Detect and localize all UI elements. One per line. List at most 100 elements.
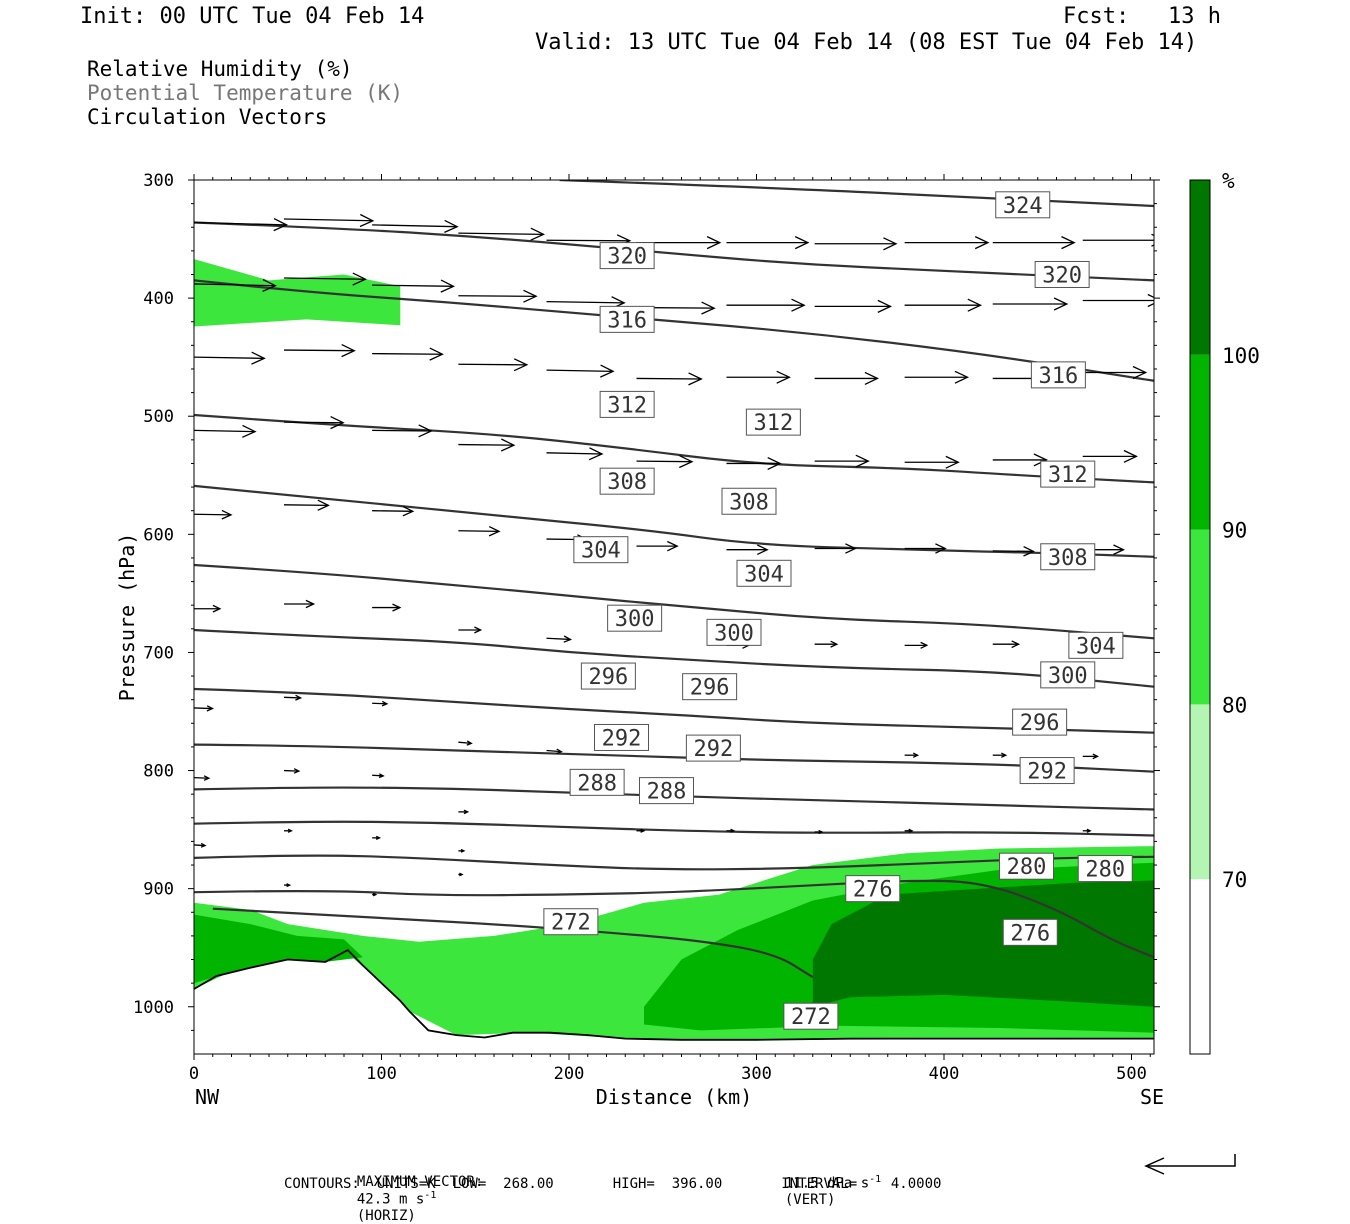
y-tick-label-800: 800: [143, 762, 174, 782]
y-tick-label-700: 700: [143, 643, 174, 663]
circulation-vector-8: [904, 236, 990, 250]
colorbar-label-90: 90: [1222, 519, 1247, 543]
y-tick-label-500: 500: [143, 407, 174, 427]
circulation-vector-51: [814, 543, 857, 554]
circulation-vector-10: [1082, 233, 1154, 247]
max-vector-horiz-unit: (HORIZ): [356, 1207, 416, 1224]
colorbar-segment-4: [1190, 180, 1210, 355]
circulation-vector-61: [814, 640, 839, 648]
theta-label-308-8: 308: [599, 467, 655, 495]
circulation-vector-2: [372, 219, 459, 233]
circulation-vector-69: [546, 748, 563, 755]
circulation-vector-58: [458, 626, 483, 634]
circulation-vector-59: [546, 635, 573, 643]
circulation-vector-21: [1082, 293, 1154, 308]
circulation-vector-37: [546, 447, 604, 461]
circulation-vector-27: [636, 372, 703, 386]
circulation-vector-43: [1082, 449, 1138, 463]
circulation-vector-88: [372, 892, 378, 897]
theta-label-304-13: 304: [1068, 631, 1124, 659]
theta-label-324-0: 324: [995, 191, 1051, 219]
plot-frame: [193, 179, 1155, 1055]
theta-label-316-4: 316: [1030, 361, 1086, 389]
circulation-vector-47: [458, 526, 501, 537]
circulation-vector-68: [458, 740, 473, 746]
circulation-vector-83: [726, 828, 736, 833]
circulation-vector-87: [284, 883, 292, 888]
theta-label-320-2: 320: [1034, 260, 1090, 288]
circulation-vector-80: [372, 835, 382, 840]
circulation-vector-3: [458, 227, 546, 241]
footer-contours: CONTOURS: UNITS=K LOW= 268.00 HIGH= 396.…: [284, 1176, 942, 1192]
circulation-vector-6: [726, 236, 810, 250]
circulation-vector-76: [372, 773, 385, 779]
svg-text:320: 320: [607, 245, 647, 270]
circulation-vector-52: [904, 543, 947, 554]
svg-text:324: 324: [1003, 194, 1043, 219]
init-time: Init: 00 UTC Tue 04 Feb 14: [80, 4, 425, 29]
circulation-vector-57: [372, 603, 402, 612]
circulation-vector-82: [636, 828, 646, 833]
circulation-vector-50: [726, 544, 769, 555]
y-tick-label-600: 600: [143, 525, 174, 545]
theta-contour-324: [559, 180, 1154, 208]
circulation-vector-75: [283, 768, 301, 774]
max-vector-vert: 11.5 dPa s: [784, 1175, 870, 1192]
x-axis-label: Distance (km): [596, 1085, 753, 1109]
colorbar-label-80: 80: [1222, 693, 1247, 717]
circulation-vector-26: [546, 364, 615, 378]
x-tick-label-500: 500: [1116, 1064, 1147, 1084]
svg-text:312: 312: [607, 393, 647, 418]
colorbar-frame: [1189, 179, 1211, 1055]
circulation-vector-36: [458, 438, 516, 452]
y-tick-label-300: 300: [143, 171, 174, 191]
circulation-vector-55: [194, 604, 222, 613]
svg-text:308: 308: [1048, 546, 1088, 571]
circulation-vector-72: [992, 752, 1008, 758]
svg-text:296: 296: [589, 665, 629, 690]
circulation-vector-53: [992, 546, 1036, 557]
circulation-vector-28: [726, 370, 791, 384]
x-tick-label-300: 300: [741, 1064, 772, 1084]
circulation-vector-22: [194, 351, 266, 365]
theta-contour-320: [194, 221, 1154, 282]
circulation-vector-65: [194, 705, 215, 712]
theta-label-308-10: 308: [1040, 543, 1096, 571]
svg-text:304: 304: [581, 539, 621, 564]
theta-label-312-6: 312: [745, 408, 801, 436]
svg-text:292: 292: [1027, 760, 1067, 785]
svg-text:276: 276: [1010, 921, 1050, 946]
forecast-hour: 13 h: [1168, 4, 1221, 29]
theta-label-292-22: 292: [1019, 757, 1075, 785]
circulation-vector-49: [636, 540, 679, 552]
theta-label-300-15: 300: [706, 618, 762, 646]
svg-text:296: 296: [690, 676, 730, 701]
legend-relative-humidity: Relative Humidity (%): [87, 57, 353, 81]
x-tick-label-400: 400: [929, 1064, 960, 1084]
circulation-vector-24: [372, 347, 444, 361]
max-vector-vert-exponent: -1: [869, 1174, 882, 1185]
theta-label-300-16: 300: [1040, 661, 1096, 689]
svg-text:304: 304: [1076, 634, 1116, 659]
svg-text:288: 288: [647, 780, 687, 805]
theta-label-304-12: 304: [736, 559, 792, 587]
svg-text:288: 288: [577, 771, 617, 796]
rh-region-100-4: [812, 880, 1154, 1007]
theta-label-288-23: 288: [569, 768, 625, 796]
theta-label-292-20: 292: [594, 723, 649, 751]
svg-text:312: 312: [1048, 463, 1088, 488]
theta-label-280-25: 280: [999, 852, 1054, 880]
circulation-vector-77: [458, 809, 470, 815]
circulation-vector-81: [458, 848, 466, 853]
x-tick-label-100: 100: [366, 1064, 397, 1084]
colorbar-label-70: 70: [1222, 868, 1247, 892]
colorbar-segment-1: [1190, 704, 1210, 880]
circulation-vector-39: [726, 457, 782, 470]
circulation-vector-73: [1082, 753, 1100, 760]
svg-text:320: 320: [1042, 263, 1082, 288]
theta-contour-280: [194, 854, 1154, 871]
circulation-vector-89: [458, 872, 464, 877]
circulation-vector-45: [283, 499, 330, 511]
circulation-vector-74: [194, 775, 211, 781]
colorbar-segment-2: [1190, 529, 1210, 705]
